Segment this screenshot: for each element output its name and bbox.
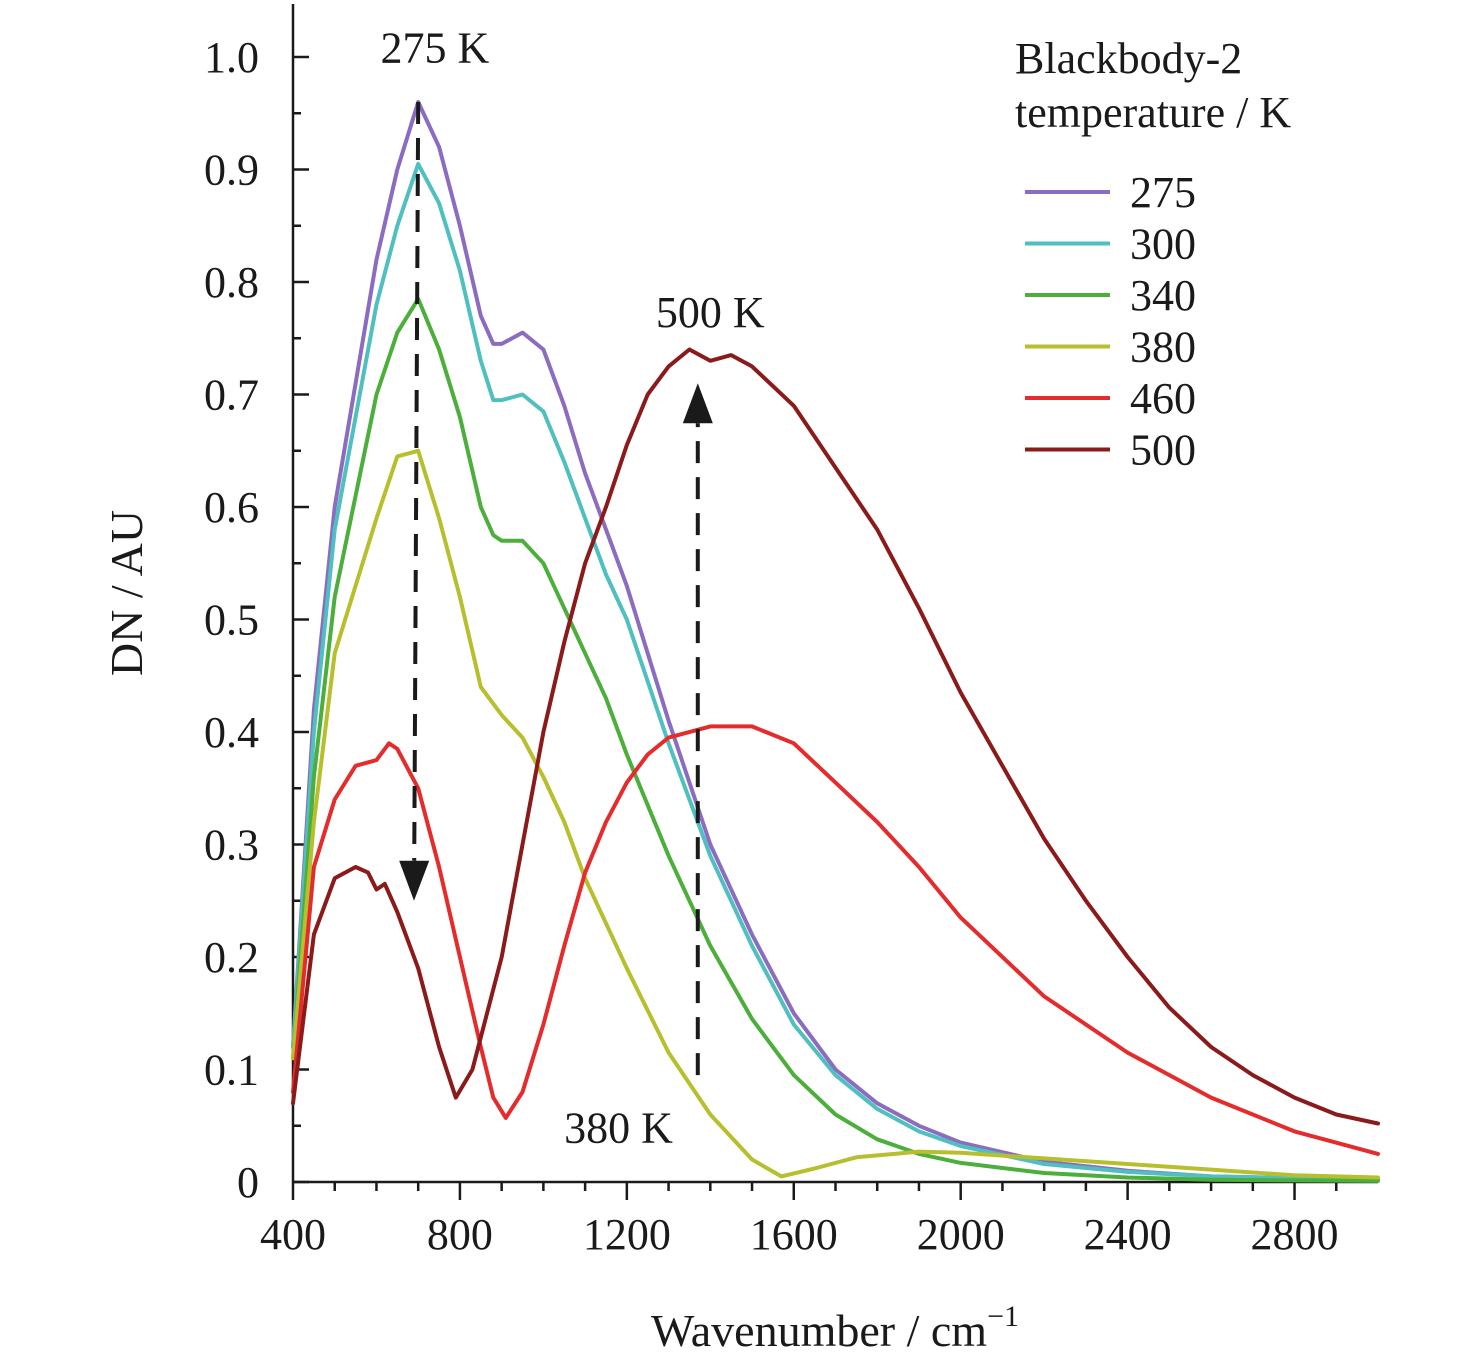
y-tick-label: 0.5 [204,596,259,645]
y-tick-label: 0.8 [204,258,259,307]
series-line-275 [291,100,1380,1182]
x-tick-label: 1600 [750,1210,838,1259]
legend-entry-label: 275 [1130,168,1196,217]
legend-entry-label: 460 [1130,374,1196,423]
axes: 0 0.1 0.2 0.3 0.4 0.5 0.6 0.7 0.8 0.9 1.0 400 800 120… [101,4,1378,1356]
legend-entry-label: 340 [1130,271,1196,320]
y-tick-label: 0.3 [204,821,259,870]
x-tick-label: 2400 [1084,1210,1172,1259]
legend-entry-label: 300 [1130,220,1196,269]
series-line-380 [291,448,1380,1180]
annotation-label: 275 K [380,24,489,73]
y-tick-label: 0.2 [204,933,259,982]
y-tick-label: 0 [237,1158,259,1207]
legend-entry-label: 380 [1130,323,1196,372]
x-tick-label: 1200 [583,1210,671,1259]
y-axis-title: DN / AU [101,510,152,676]
series-line-340 [291,296,1380,1183]
annotation-label: 500 K [656,288,765,337]
arrow-shaft-1 [412,101,421,861]
x-tick-label: 2800 [1251,1210,1339,1259]
x-axis-title-superscript: −1 [987,1300,1019,1333]
y-tick-label: 0.7 [204,371,259,420]
legend: Blackbody-2 temperature / K 27530034038046… [1015,34,1291,475]
x-tick-label: 400 [260,1210,326,1259]
arrow-head-2 [682,383,713,424]
x-axis-title: Wavenumber / cm−1 [651,1300,1019,1356]
legend-title: temperature / K [1015,88,1291,137]
x-tick-label: 800 [427,1210,493,1259]
arrow-head-1 [399,860,430,901]
x-tick-label: 2000 [917,1210,1005,1259]
series-layer [291,100,1380,1183]
series-line-500 [291,347,1380,1126]
y-tick-label: 1.0 [204,33,259,82]
annotation-label: 380 K [564,1104,673,1153]
legend-entry-label: 500 [1130,426,1196,475]
y-tick-label: 0.1 [204,1046,259,1095]
legend-title: Blackbody-2 [1015,34,1242,83]
series-line-300 [291,161,1380,1182]
annotation-layer: 275 K 500 K 380 K [380,24,764,1153]
series-line-460 [291,724,1380,1156]
y-tick-label: 0.6 [204,483,259,532]
arrow-layer [399,101,713,1076]
y-tick-label: 0.9 [204,146,259,195]
y-tick-label: 0.4 [204,708,259,757]
